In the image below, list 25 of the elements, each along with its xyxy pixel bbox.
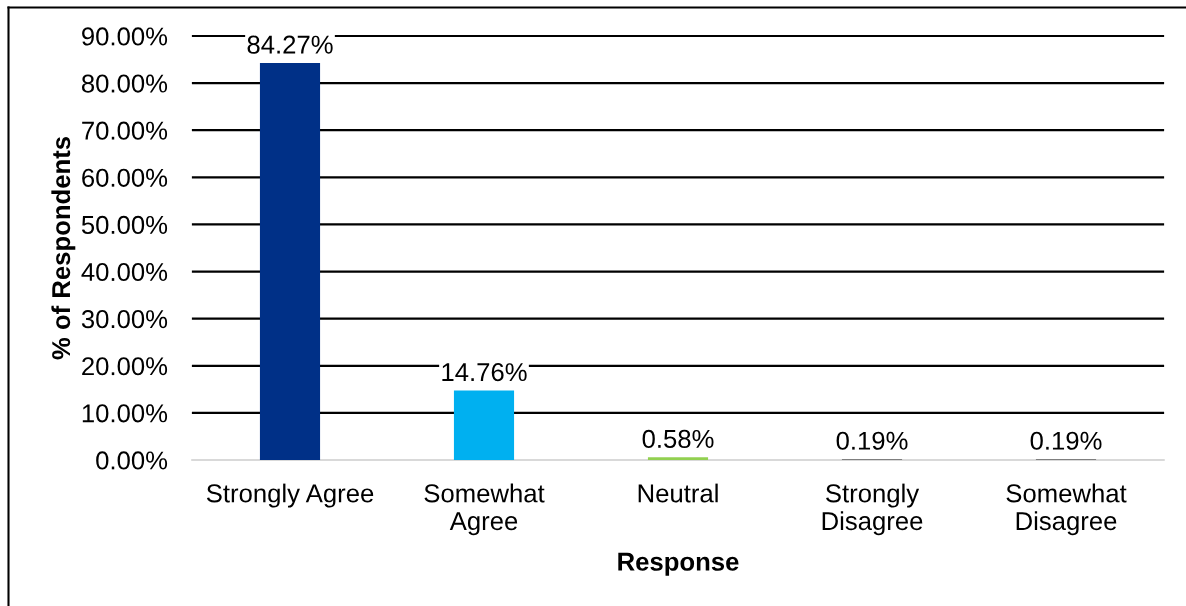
- bar: [259, 62, 321, 460]
- x-tick-label: Neutral: [638, 483, 718, 503]
- y-axis-title: % of Respondents: [51, 136, 76, 360]
- y-tick-label: 60.00%: [82, 168, 168, 187]
- data-label: 0.19%: [836, 431, 908, 450]
- x-tick-label: Strongly Agree: [206, 483, 374, 508]
- x-axis-title: Response: [618, 552, 739, 576]
- y-tick-label: 70.00%: [82, 121, 168, 140]
- bar: [647, 457, 709, 460]
- y-tick-label: 80.00%: [81, 74, 168, 93]
- x-tick-label: Somewhat Agree: [424, 483, 545, 536]
- data-label: 14.76%: [442, 363, 527, 382]
- y-tick-label: 50.00%: [81, 215, 168, 235]
- y-tick-label: 40.00%: [81, 262, 168, 282]
- y-tick-label: 30.00%: [81, 310, 168, 329]
- y-tick-label: 90.00%: [82, 27, 168, 46]
- y-tick-label: 0.00%: [96, 451, 168, 470]
- bar: [453, 390, 515, 460]
- x-tick-label: Strongly Disagree: [822, 483, 923, 536]
- data-label: 0.19%: [1030, 431, 1102, 450]
- y-tick-label: 10.00%: [82, 404, 168, 423]
- x-tick-label: Somewhat Disagree: [1006, 483, 1127, 536]
- y-tick-label: 20.00%: [82, 357, 168, 376]
- data-label: 84.27%: [247, 35, 333, 54]
- data-label: 0.58%: [642, 429, 714, 449]
